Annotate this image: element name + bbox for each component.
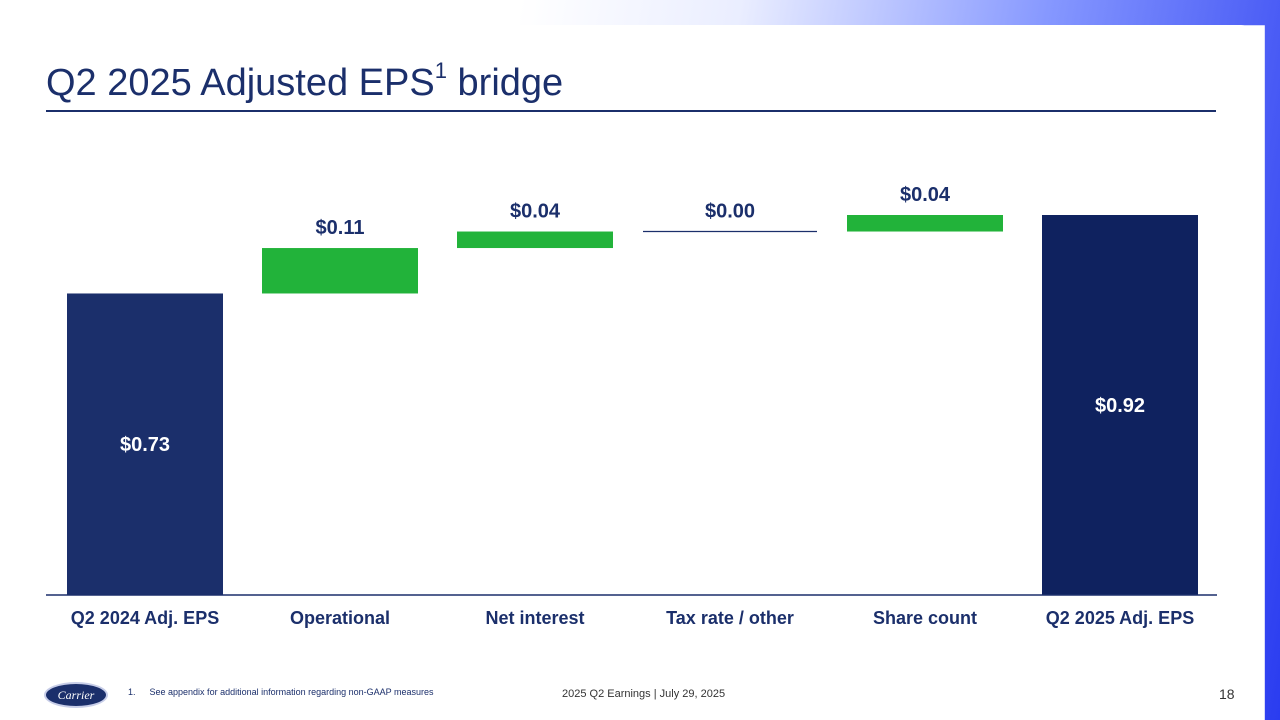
footnote-text: See appendix for additional information … xyxy=(149,687,434,697)
category-label: Operational xyxy=(290,608,390,628)
bar-operational xyxy=(262,248,418,294)
data-label: $0.04 xyxy=(900,184,951,206)
data-label: $0.92 xyxy=(1095,395,1145,417)
data-label: $0.04 xyxy=(510,201,561,223)
bar-q2-2024-adj-eps xyxy=(67,293,223,595)
category-label: Tax rate / other xyxy=(666,608,794,628)
bar-q2-2025-adj-eps xyxy=(1042,215,1198,595)
bar-share-count xyxy=(847,215,1003,232)
bar-net-interest xyxy=(457,231,613,249)
data-label: $0.11 xyxy=(316,217,365,239)
title-text: Q2 2025 Adjusted EPS xyxy=(46,62,435,104)
footnote: 1. See appendix for additional informatio… xyxy=(128,687,434,697)
category-label: Q2 2024 Adj. EPS xyxy=(71,608,219,628)
category-label: Q2 2025 Adj. EPS xyxy=(1046,608,1194,628)
footnote-number: 1. xyxy=(128,687,136,697)
carrier-logo: Carrier xyxy=(44,682,108,708)
category-label: Share count xyxy=(873,608,977,628)
category-label: Net interest xyxy=(485,608,584,628)
logo-text: Carrier xyxy=(57,687,95,702)
title-rule xyxy=(46,110,1216,112)
event-label: 2025 Q2 Earnings | July 29, 2025 xyxy=(562,688,726,700)
data-label: $0.00 xyxy=(705,201,755,223)
title-suffix: bridge xyxy=(457,62,564,104)
title-superscript: 1 xyxy=(434,58,447,83)
data-label: $0.73 xyxy=(120,434,170,456)
slide-title: Q2 2025 Adjusted EPS1 bridge xyxy=(46,58,564,105)
page-number: 18 xyxy=(1219,686,1235,702)
